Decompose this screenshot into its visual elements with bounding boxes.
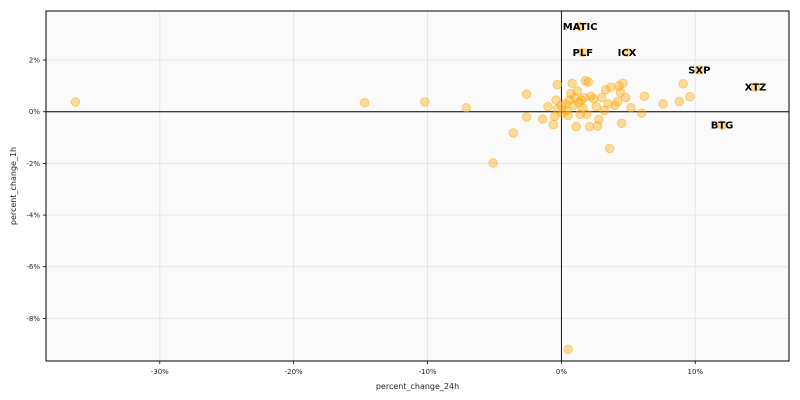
data-point: [563, 110, 573, 121]
x-tick-label: -20%: [285, 368, 303, 376]
data-point: [552, 79, 563, 90]
reference-lines: [46, 11, 789, 361]
data-point: [604, 143, 615, 154]
data-point: [521, 112, 532, 122]
y-tick-label: -6%: [26, 263, 40, 271]
data-point: [568, 100, 579, 110]
y-tick-label: 2%: [29, 57, 40, 65]
data-point: [612, 96, 623, 107]
data-point: [521, 89, 532, 99]
data-points: [70, 21, 761, 355]
y-tick-label: -2%: [26, 160, 40, 168]
data-point: [70, 97, 81, 107]
data-point: [591, 101, 601, 112]
point-labels: MATIC PLF ICX SXP XTZ BTG: [563, 22, 767, 132]
data-point: [620, 92, 631, 103]
point-label-matic: MATIC: [563, 22, 598, 33]
data-point: [508, 128, 518, 138]
data-point: [578, 47, 588, 58]
data-point: [639, 91, 650, 101]
data-point: [575, 21, 585, 32]
data-point: [658, 99, 668, 109]
data-point: [584, 122, 595, 132]
point-label-sxp: SXP: [688, 65, 710, 76]
point-label-plf: PLF: [573, 48, 594, 59]
point-label-btg: BTG: [711, 121, 734, 132]
plot-area: [46, 11, 789, 361]
data-point: [537, 114, 548, 124]
data-point: [548, 119, 559, 130]
data-point: [582, 109, 592, 120]
data-point: [583, 77, 593, 87]
data-point: [600, 85, 611, 95]
data-point: [580, 76, 591, 86]
data-point: [694, 65, 705, 75]
data-point: [550, 111, 560, 122]
data-point: [576, 95, 587, 105]
x-tick-label: 0%: [556, 368, 567, 376]
data-point: [637, 108, 647, 118]
plot-frame: [45, 10, 790, 362]
x-axis-ticks: -30% -20% -10% 0% 10%: [151, 361, 704, 376]
y-tick-label: -8%: [26, 315, 40, 323]
data-point: [626, 103, 636, 113]
data-point: [594, 114, 604, 125]
data-point: [586, 91, 596, 101]
data-point: [563, 344, 573, 355]
y-axis-title: percent_change_1h: [9, 147, 18, 225]
data-point: [596, 92, 607, 103]
point-label-xtz: XTZ: [745, 83, 767, 94]
data-point: [588, 94, 599, 104]
data-point: [606, 82, 616, 92]
x-tick-label: -10%: [418, 368, 436, 376]
point-label-icx: ICX: [618, 48, 637, 59]
data-point: [685, 92, 695, 102]
data-point: [572, 86, 583, 96]
y-axis-ticks: 2% 0% -2% -4% -6% -8%: [26, 57, 46, 323]
x-tick-label: 10%: [688, 368, 704, 376]
data-point: [359, 97, 370, 108]
data-point: [750, 82, 761, 92]
x-tick-label: -30%: [151, 368, 169, 376]
data-point: [543, 101, 553, 112]
data-point: [618, 78, 628, 89]
data-point: [571, 122, 581, 132]
x-axis-title: percent_change_24h: [376, 382, 459, 391]
data-point: [616, 118, 627, 129]
data-point: [488, 158, 498, 168]
data-point: [678, 79, 688, 89]
data-point: [420, 97, 430, 107]
y-tick-label: -4%: [26, 212, 40, 220]
data-point: [567, 78, 577, 89]
data-point: [461, 103, 472, 113]
data-point: [717, 120, 727, 130]
data-point: [622, 47, 632, 58]
data-point: [674, 96, 684, 107]
y-tick-label: 0%: [29, 108, 40, 116]
